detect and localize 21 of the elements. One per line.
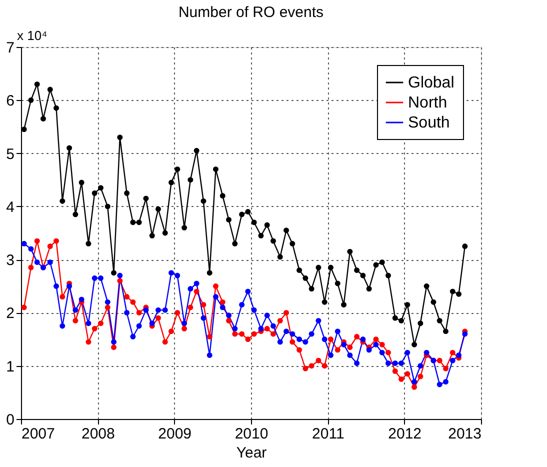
x-tick-label: 2011	[312, 426, 344, 442]
x-axis-title: Year	[236, 444, 267, 462]
y-tick-label: 2	[6, 305, 14, 322]
y-tick-label: 3	[6, 252, 14, 270]
y-tick-label: 5	[6, 146, 14, 163]
x-tick-label: 2010	[234, 426, 268, 442]
x-tick-label: 2012	[388, 426, 422, 442]
text: x 10⁴	[17, 28, 48, 43]
y-tick-label: 6	[6, 92, 14, 110]
chart-title: Number of RO events	[178, 4, 324, 21]
y-tick-label: 4	[6, 198, 14, 216]
legend-label: North	[408, 94, 448, 112]
x-tick-label: 2008	[81, 426, 115, 442]
y-tick-label: 1	[6, 358, 14, 376]
x-tick-label: 2013	[448, 426, 482, 442]
y-tick-label: 7	[6, 40, 14, 56]
legend-label: South	[408, 114, 450, 132]
x-tick-label: 2007	[22, 426, 55, 442]
y-tick-label: 0	[6, 412, 14, 428]
x-tick-label: 2009	[158, 426, 192, 442]
legend-label: Global	[408, 74, 454, 92]
